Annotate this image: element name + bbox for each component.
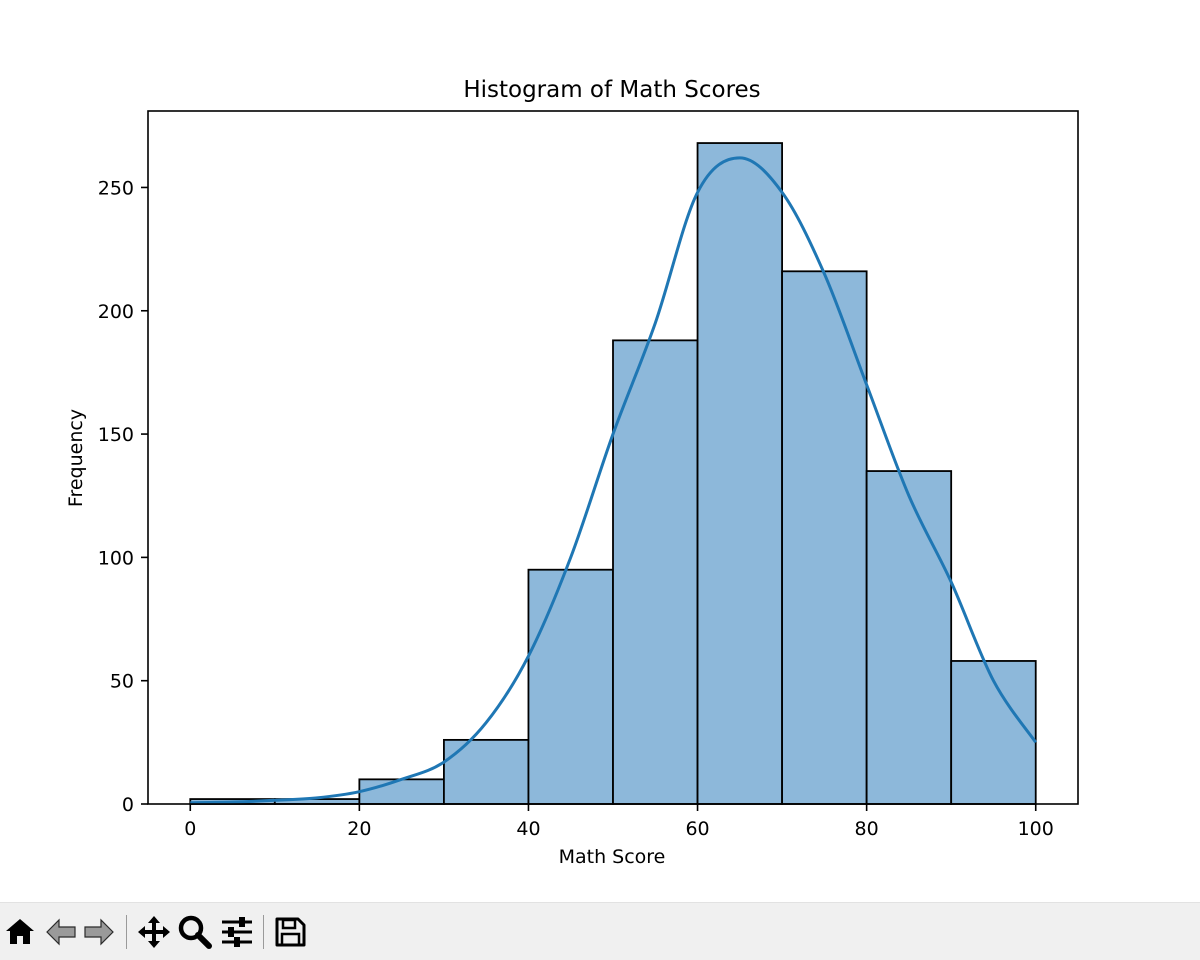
kde-layer [190,156,1037,805]
x-tick-label: 100 [1018,818,1054,840]
plot-frame [147,110,1079,805]
home-icon [6,919,34,944]
forward-arrow-icon [84,918,114,946]
floppy-disk-icon [275,917,306,947]
y-tick-label: 250 [98,177,134,199]
y-tick-label: 50 [110,671,134,693]
back-arrow-icon [46,918,76,946]
y-tick-label: 200 [98,301,134,323]
toolbar-separator [263,915,264,949]
pan-button[interactable] [135,913,173,951]
histogram-bar [612,339,699,805]
save-button[interactable] [271,913,309,951]
sliders-icon [222,917,252,947]
x-tick-label: 0 [184,818,196,840]
axes-layer: 0 20 40 60 80 100 0 50 100 150 200 250 [98,110,1079,840]
histogram-bar [696,142,783,805]
magnifier-icon [178,915,212,949]
zoom-button[interactable] [176,913,214,951]
figure-canvas: Histogram of Math Scores Math Score Freq… [65,77,1079,868]
y-axis-title: Frequency [65,409,87,507]
forward-button[interactable] [80,913,118,951]
navigation-toolbar [0,902,1200,960]
back-button[interactable] [42,913,80,951]
home-button[interactable] [1,913,39,951]
histogram-chart: Histogram of Math Scores Math Score Freq… [65,77,1079,868]
x-tick-label: 40 [516,818,540,840]
histogram-bar [358,778,445,805]
y-tick-label: 150 [98,424,134,446]
x-axis-title: Math Score [559,846,666,868]
y-tick-label: 0 [122,794,134,816]
bars-layer [189,142,1037,805]
histogram-bar [443,738,530,805]
x-tick-label: 60 [685,818,709,840]
x-tick-label: 80 [855,818,879,840]
chart-title: Histogram of Math Scores [463,77,760,103]
move-icon [138,916,170,948]
y-tick-label: 100 [98,547,134,569]
histogram-bar [781,270,868,805]
toolbar-separator [126,915,127,949]
configure-subplots-button[interactable] [218,913,256,951]
histogram-bar [950,660,1037,805]
histogram-bar [527,568,614,805]
kde-curve [190,156,1037,805]
histogram-bar [865,470,953,805]
x-tick-label: 20 [347,818,371,840]
